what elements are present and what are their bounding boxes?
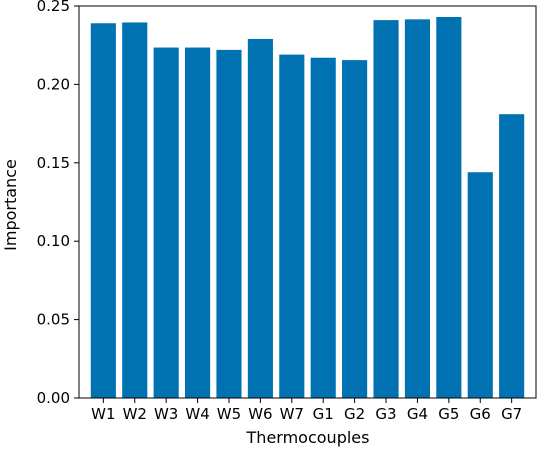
bar-w1 bbox=[90, 23, 116, 398]
bar-w5 bbox=[216, 49, 242, 399]
x-tick-label: G2 bbox=[344, 405, 365, 423]
y-tick-label: 0.20 bbox=[37, 75, 70, 93]
x-tick-label: G3 bbox=[375, 405, 396, 423]
bar-g2 bbox=[342, 60, 368, 398]
x-axis-label: Thermocouples bbox=[246, 428, 370, 447]
x-tick-label: W1 bbox=[91, 405, 115, 423]
axes-layer: W1 W2 W3 W4 W5 W6 W7 G1 G2 G3 G4 G5 G6 G7 0.00 0.05 0.10… bbox=[37, 0, 537, 423]
bar-g3 bbox=[373, 20, 399, 399]
bars-layer bbox=[90, 16, 525, 399]
bar-g4 bbox=[404, 19, 430, 399]
bar-w7 bbox=[279, 54, 305, 399]
y-tick-label: 0.00 bbox=[37, 389, 70, 407]
bar-g5 bbox=[436, 16, 462, 398]
bar-w4 bbox=[185, 47, 211, 399]
x-tick-label: W2 bbox=[123, 405, 147, 423]
plot-frame bbox=[78, 5, 537, 399]
x-tick-label: W7 bbox=[280, 405, 304, 423]
bar-w3 bbox=[153, 47, 179, 399]
x-tick-label: W4 bbox=[185, 405, 209, 423]
x-tick-label: W6 bbox=[248, 405, 272, 423]
x-tick-label: G4 bbox=[407, 405, 428, 423]
x-tick-label: G5 bbox=[438, 405, 459, 423]
bar-g1 bbox=[310, 57, 336, 399]
y-axis-label: Importance bbox=[1, 159, 20, 251]
x-tick-label: W5 bbox=[217, 405, 241, 423]
bar-w2 bbox=[122, 22, 148, 399]
x-tick-label: G7 bbox=[501, 405, 522, 423]
y-tick-label: 0.15 bbox=[37, 154, 70, 172]
x-tick-label: W3 bbox=[154, 405, 178, 423]
bar-g7 bbox=[499, 114, 525, 398]
y-tick-label: 0.05 bbox=[37, 311, 70, 329]
y-tick-label: 0.10 bbox=[37, 232, 70, 250]
bar-w6 bbox=[247, 38, 273, 399]
x-tick-label: G1 bbox=[313, 405, 334, 423]
y-tick-label: 0.25 bbox=[37, 0, 70, 15]
x-tick-label: G6 bbox=[470, 405, 491, 423]
bar-g6 bbox=[467, 172, 493, 398]
